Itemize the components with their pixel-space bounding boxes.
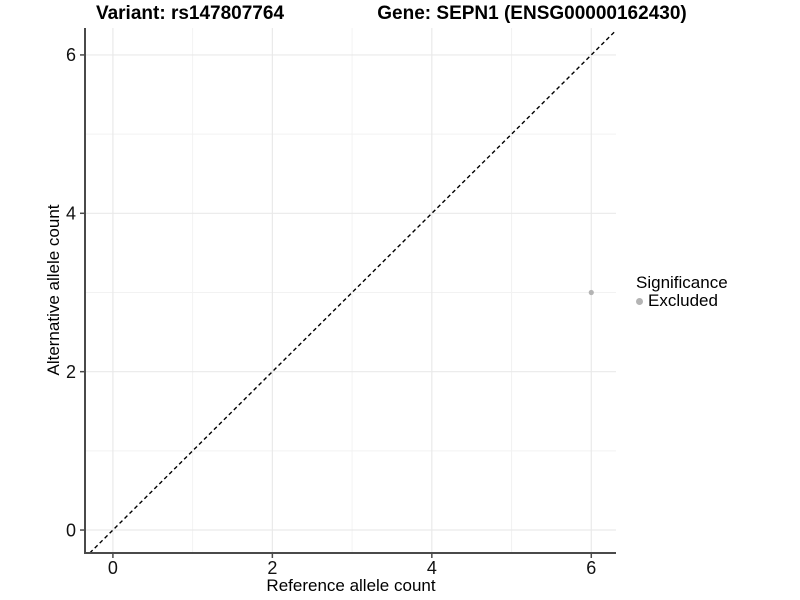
x-axis-label: Reference allele count [266,576,436,595]
gene-title: Gene: SEPN1 (ENSG00000162430) [377,3,687,24]
y-tick-label: 4 [66,204,76,224]
plot-svg: 0 2 4 6 0 2 4 6 [66,28,617,578]
legend-item-label: Excluded [648,291,718,310]
x-tick-label: 6 [586,558,596,578]
y-tick-label: 0 [66,520,76,540]
legend-point-icon [636,297,643,305]
y-tick-label: 6 [66,45,76,65]
x-tick-label: 0 [108,558,118,578]
y-tick-label: 2 [66,362,76,382]
identity-line [89,29,617,554]
legend-item: Excluded [636,291,728,310]
x-tick-label: 2 [267,558,277,578]
legend-title: Significance [636,273,728,292]
x-tick-label: 4 [427,558,437,578]
y-axis-label: Alternative allele count [44,204,63,376]
plot-panel: 0 2 4 6 0 2 4 6 [66,28,617,578]
variant-title: Variant: rs147807764 [95,3,285,24]
data-point [588,289,594,296]
legend-items: Excluded [636,291,728,310]
legend: Significance Excluded [636,274,728,310]
